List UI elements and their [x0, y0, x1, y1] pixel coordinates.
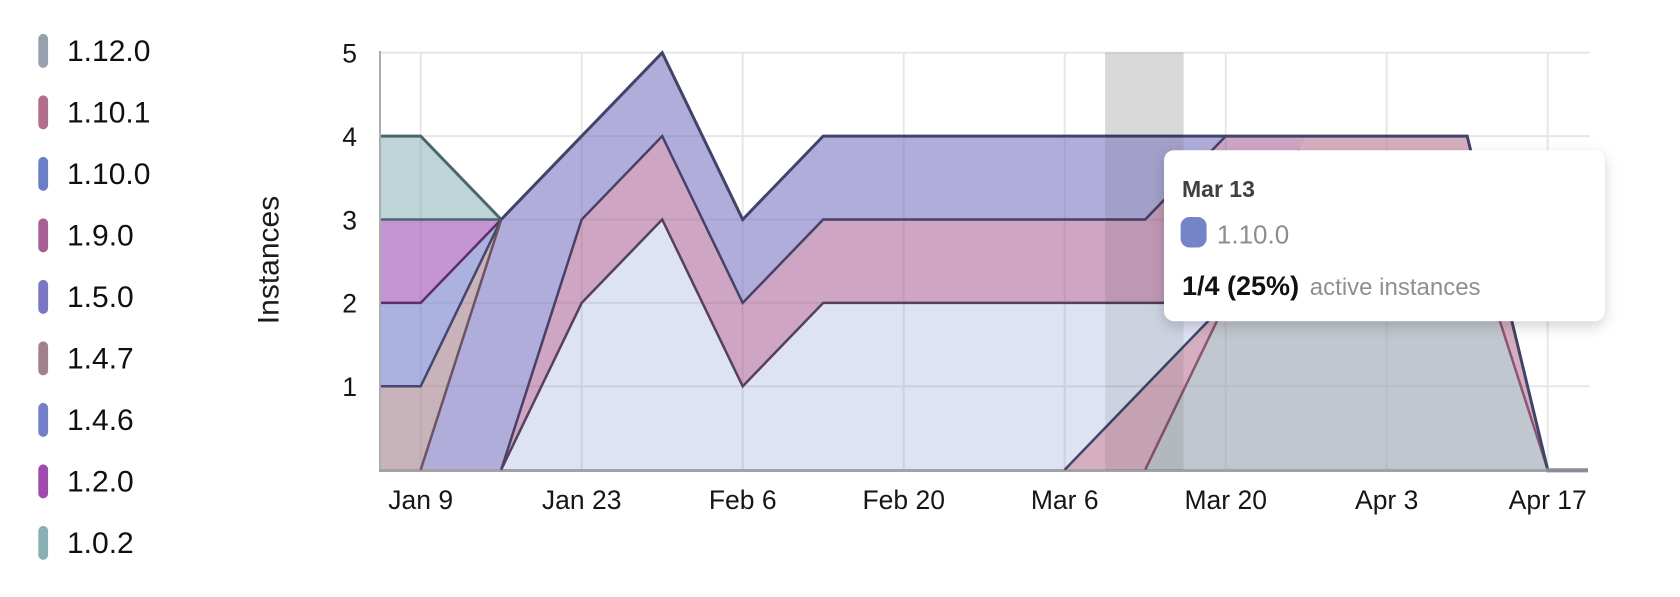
svg-text:Mar 6: Mar 6 [1031, 485, 1099, 515]
svg-text:1.5.0: 1.5.0 [67, 281, 134, 314]
svg-text:active instances: active instances [1310, 274, 1481, 301]
svg-text:1: 1 [342, 372, 357, 402]
svg-text:1.10.1: 1.10.1 [67, 97, 150, 130]
svg-text:1.0.2: 1.0.2 [67, 527, 134, 560]
svg-text:1/4 (25%): 1/4 (25%) [1182, 271, 1299, 301]
svg-text:1.4.7: 1.4.7 [67, 343, 134, 376]
svg-text:1.9.0: 1.9.0 [67, 220, 134, 253]
svg-text:Mar 13: Mar 13 [1182, 176, 1255, 202]
svg-text:Apr 17: Apr 17 [1509, 485, 1587, 515]
svg-text:Feb 20: Feb 20 [862, 485, 945, 515]
svg-text:2: 2 [342, 289, 357, 319]
svg-text:4: 4 [342, 122, 357, 152]
svg-text:1.2.0: 1.2.0 [67, 466, 134, 499]
svg-text:Jan 9: Jan 9 [388, 485, 453, 515]
svg-text:1.10.0: 1.10.0 [1217, 220, 1289, 250]
svg-text:1.12.0: 1.12.0 [67, 35, 150, 68]
svg-text:Feb 6: Feb 6 [709, 485, 777, 515]
svg-text:Mar 20: Mar 20 [1184, 485, 1266, 515]
svg-text:Jan 23: Jan 23 [542, 485, 622, 515]
svg-text:5: 5 [342, 39, 357, 69]
svg-text:Instances: Instances [253, 196, 286, 324]
svg-text:1.4.6: 1.4.6 [67, 404, 134, 437]
svg-text:Apr 3: Apr 3 [1355, 485, 1418, 515]
svg-text:1.10.0: 1.10.0 [67, 158, 150, 191]
svg-text:3: 3 [342, 205, 357, 235]
